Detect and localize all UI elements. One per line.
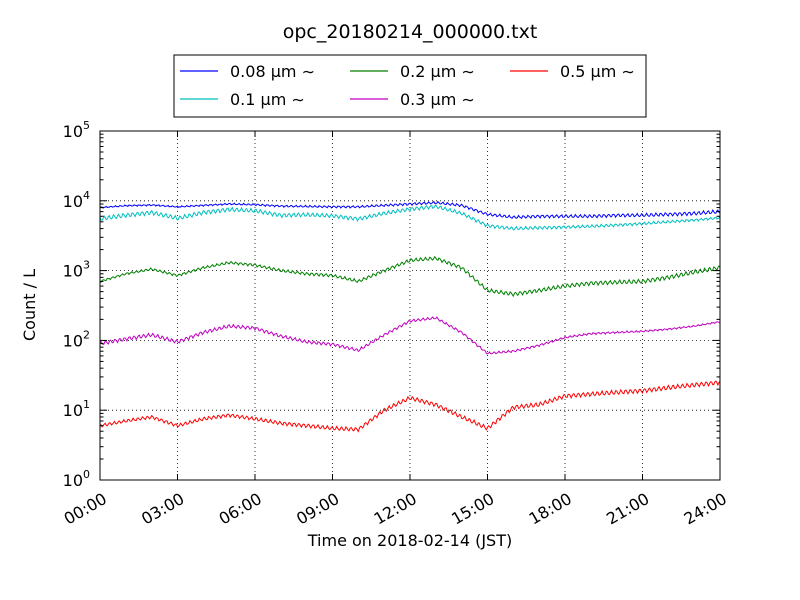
y-tick-base: 10: [63, 122, 83, 141]
y-tick-base: 10: [63, 262, 83, 281]
y-tick-base: 10: [63, 192, 83, 211]
y-tick-exponent: 5: [83, 119, 90, 132]
y-tick-base: 10: [63, 471, 83, 490]
series-line: [99, 200, 721, 220]
y-tick-label: 101: [63, 398, 90, 420]
legend-label: 0.1 μm ∼: [230, 90, 305, 109]
y-tick-exponent: 0: [83, 468, 90, 481]
series-lines: [99, 200, 721, 433]
y-tick-exponent: 3: [83, 259, 90, 272]
y-tick-label: 100: [63, 468, 90, 490]
y-tick-label: 105: [63, 119, 90, 141]
y-tick-exponent: 1: [83, 398, 90, 411]
series-line: [99, 203, 721, 231]
series-line: [99, 316, 721, 355]
y-axis-label: Count / L: [20, 269, 39, 341]
legend-label: 0.5 μm ∼: [560, 62, 635, 81]
y-tick-base: 10: [63, 331, 83, 350]
y-tick-exponent: 2: [83, 328, 90, 341]
y-tick-label: 102: [63, 328, 90, 350]
y-tick-base: 10: [63, 401, 83, 420]
legend-label: 0.3 μm ∼: [400, 90, 475, 109]
chart-title: opc_20180214_000000.txt: [283, 21, 538, 43]
legend-box: [173, 54, 647, 118]
series-line: [99, 255, 721, 298]
grid-lines: [100, 131, 720, 480]
y-tick-label: 104: [63, 189, 90, 211]
legend-label: 0.2 μm ∼: [400, 62, 475, 81]
legend: 0.08 μm ∼ 0.1 μm ∼ 0.2 μm ∼ 0.3 μm ∼ 0.5 μm …: [173, 54, 647, 118]
series-line: [99, 380, 721, 433]
axis-ticks: [99, 130, 721, 481]
legend-entries: 0.08 μm ∼ 0.1 μm ∼ 0.2 μm ∼ 0.3 μm ∼ 0.5 μm …: [180, 62, 635, 109]
y-tick-exponent: 4: [83, 189, 90, 202]
y-tick-label: 103: [63, 259, 90, 281]
legend-label: 0.08 μm ∼: [230, 62, 315, 81]
x-axis-label: Time on 2018-02-14 (JST): [307, 531, 512, 550]
